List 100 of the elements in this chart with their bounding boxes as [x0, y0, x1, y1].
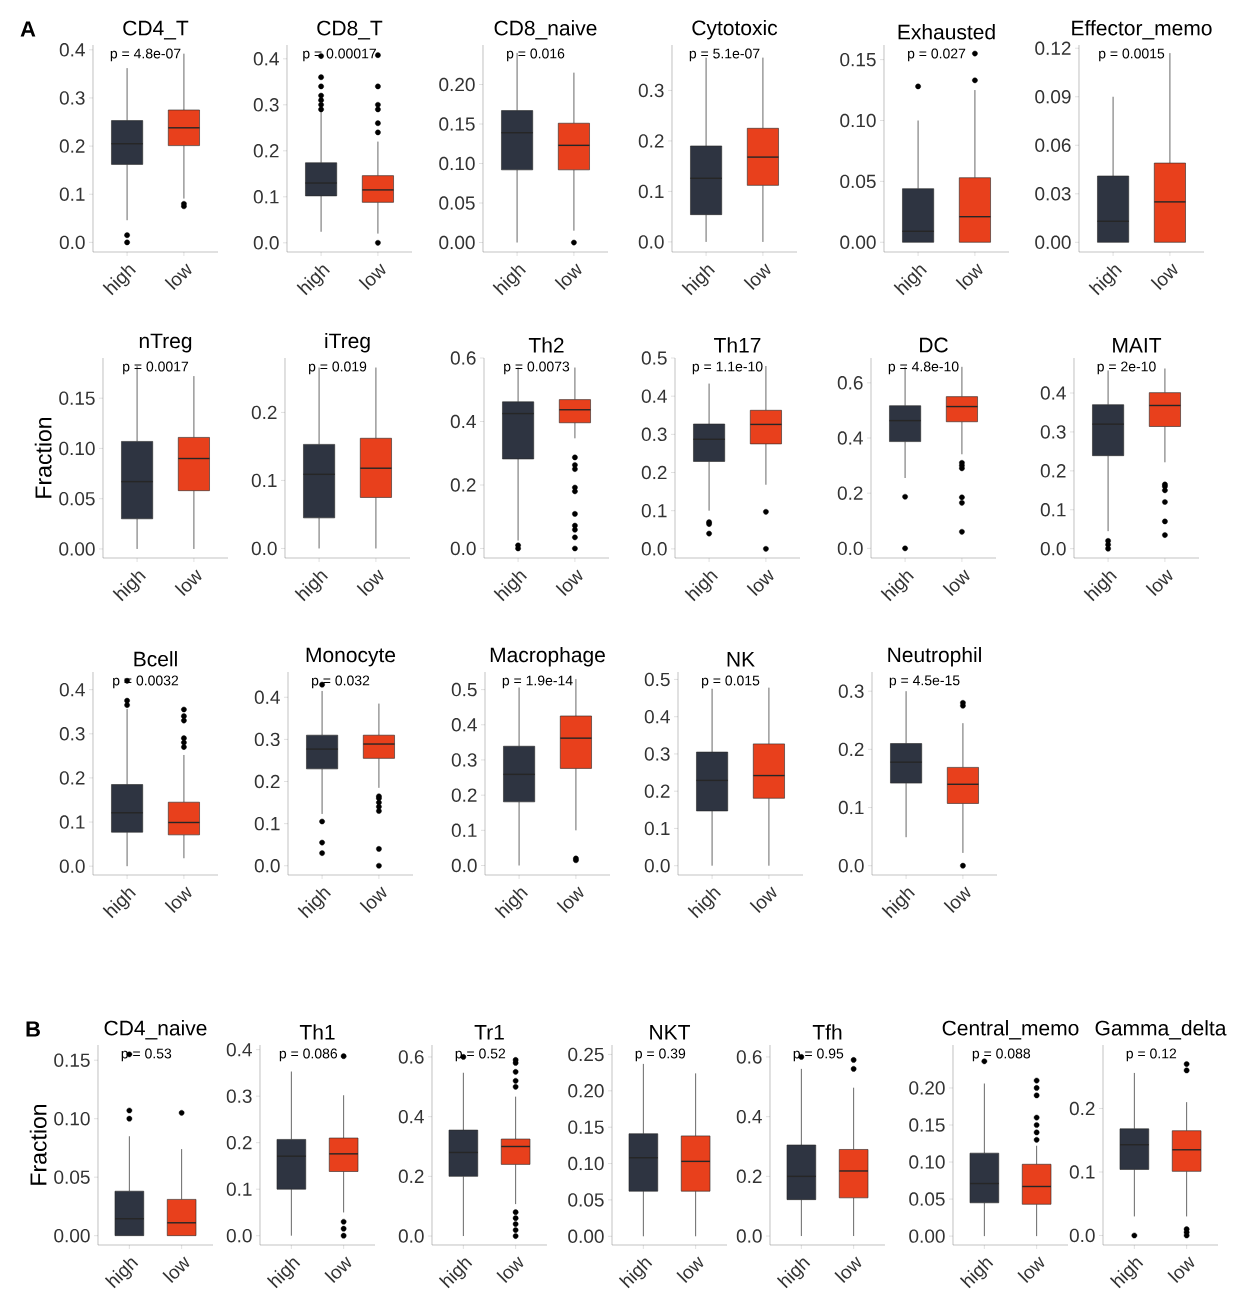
y-tick-label: 0.15: [909, 1118, 945, 1132]
annotation: p = 4.8e-07: [110, 48, 181, 62]
y-tick-label: 0.0: [254, 859, 280, 873]
y-tick-label: 0.25: [568, 1047, 604, 1062]
y-tick-label: 0.4: [59, 43, 85, 57]
y-tick-label: 0.2: [253, 144, 279, 158]
y-axis-title: Fraction: [34, 417, 52, 498]
y-tick-label: 0.6: [450, 351, 476, 365]
chart-title: Monocyte: [306, 647, 396, 667]
y-tick-label: 0.4: [736, 1109, 762, 1124]
y-tick-label: 0.0: [251, 541, 277, 556]
y-tick-label: 0.20: [439, 77, 475, 92]
y-tick-label: 0.10: [909, 1155, 945, 1169]
y-tick-label: 0.6: [736, 1050, 762, 1064]
x-tick-label: high: [684, 571, 718, 602]
y-tick-label: 0.4: [641, 389, 667, 403]
y-tick-label: 0.1: [838, 800, 864, 815]
y-tick-label: 0.0: [450, 541, 476, 556]
y-tick-label: 0.20: [568, 1084, 604, 1098]
y-tick-label: 0.2: [226, 1135, 252, 1150]
annotation: p = 1.1e-10: [692, 361, 763, 375]
y-tick-label: 0.00: [54, 1228, 90, 1243]
x-tick-label: low: [556, 886, 584, 913]
y-tick-label: 0.2: [1069, 1101, 1095, 1116]
y-tick-label: 0.05: [568, 1193, 604, 1207]
y-tick-label: 0.00: [909, 1229, 945, 1243]
annotation: p = 0.0015: [1099, 48, 1165, 62]
chart-title: Gamma_delta: [1095, 1020, 1227, 1040]
y-tick-label: 0.0: [644, 858, 670, 873]
text: B: [26, 1021, 40, 1037]
x-tick-label: high: [297, 888, 331, 919]
y-tick-label: 0.15: [568, 1120, 604, 1134]
y-tick-label: 0.03: [1035, 187, 1071, 201]
x-tick-label: low: [555, 569, 583, 596]
annotation: p = 0.015: [702, 675, 760, 689]
x-tick-label: high: [776, 1258, 811, 1289]
annotation: p = 0.086: [279, 1048, 338, 1062]
y-tick-label: 0.4: [450, 414, 476, 429]
y-tick-label: 0.09: [1035, 90, 1071, 104]
y-tick-label: 0.1: [253, 190, 279, 204]
x-tick-label: low: [743, 263, 771, 290]
x-tick-label: high: [266, 1258, 301, 1289]
x-tick-label: low: [749, 886, 777, 913]
x-tick-label: high: [881, 888, 915, 919]
chart-title: iTreg: [325, 332, 370, 353]
y-tick-label: 0.06: [1035, 138, 1071, 152]
y-tick-label: 0.00: [59, 542, 95, 556]
chart-title: Th1: [299, 1024, 335, 1040]
y-tick-label: 0.1: [638, 184, 664, 199]
chart-title: Exhausted: [898, 24, 995, 40]
y-tick-label: 0.3: [451, 753, 477, 767]
x-tick-label: low: [834, 1256, 862, 1283]
x-tick-label: low: [1145, 569, 1173, 596]
annotation: p = 0.95: [793, 1048, 844, 1062]
y-tick-label: 0.1: [59, 815, 85, 829]
annotation: p = 4.5e-15: [889, 675, 960, 689]
y-tick-label: 0.2: [638, 134, 664, 148]
x-tick-label: low: [164, 886, 192, 913]
y-tick-label: 0.4: [398, 1109, 424, 1124]
annotation: p = 0.088: [972, 1048, 1031, 1062]
chart-title: CD8_naive: [494, 20, 597, 40]
chart-title: NK: [727, 652, 755, 667]
x-tick-label: high: [893, 265, 927, 296]
x-tick-label: low: [942, 569, 970, 596]
y-tick-label: 0.10: [54, 1111, 90, 1126]
y-tick-label: 0.2: [450, 478, 476, 492]
y-tick-label: 0.3: [253, 98, 279, 112]
y-tick-label: 0.2: [59, 771, 85, 785]
y-tick-label: 0.1: [251, 473, 277, 488]
y-tick-label: 0.1: [641, 503, 667, 518]
y-tick-label: 0.15: [840, 52, 876, 67]
y-tick-label: 0.0: [59, 859, 85, 873]
x-tick-label: high: [104, 1258, 139, 1289]
y-tick-label: 0.3: [838, 684, 864, 698]
y-tick-label: 0.05: [54, 1170, 90, 1184]
y-tick-label: 0.5: [641, 351, 667, 365]
x-tick-label: low: [324, 1256, 352, 1283]
y-tick-label: 0.5: [644, 672, 670, 687]
y-tick-label: 0.3: [1040, 425, 1066, 439]
y-tick-label: 0.0: [837, 541, 863, 556]
x-tick-label: high: [493, 571, 527, 602]
annotation: p = 0.027: [908, 48, 966, 62]
chart-title: Bcell: [134, 651, 177, 667]
y-tick-label: 0.10: [59, 441, 95, 456]
chart-title: nTreg: [139, 333, 192, 353]
y-tick-label: 0.2: [736, 1169, 762, 1184]
y-tick-label: 0.6: [398, 1050, 424, 1064]
x-tick-label: high: [294, 571, 328, 602]
x-tick-label: low: [1167, 1256, 1195, 1283]
annotation: p = 0.12: [1126, 1048, 1177, 1062]
y-tick-label: 0.00: [840, 235, 876, 249]
x-tick-label: low: [359, 886, 387, 913]
y-tick-label: 0.1: [59, 187, 85, 201]
x-tick-label: high: [438, 1258, 473, 1289]
y-tick-label: 0.1: [254, 816, 280, 831]
chart-title: Central_memo: [942, 1020, 1079, 1040]
x-tick-label: high: [492, 265, 526, 296]
y-tick-label: 0.4: [1040, 386, 1066, 400]
chart-title: Neutrophil: [888, 646, 981, 667]
x-tick-label: high: [112, 571, 146, 602]
